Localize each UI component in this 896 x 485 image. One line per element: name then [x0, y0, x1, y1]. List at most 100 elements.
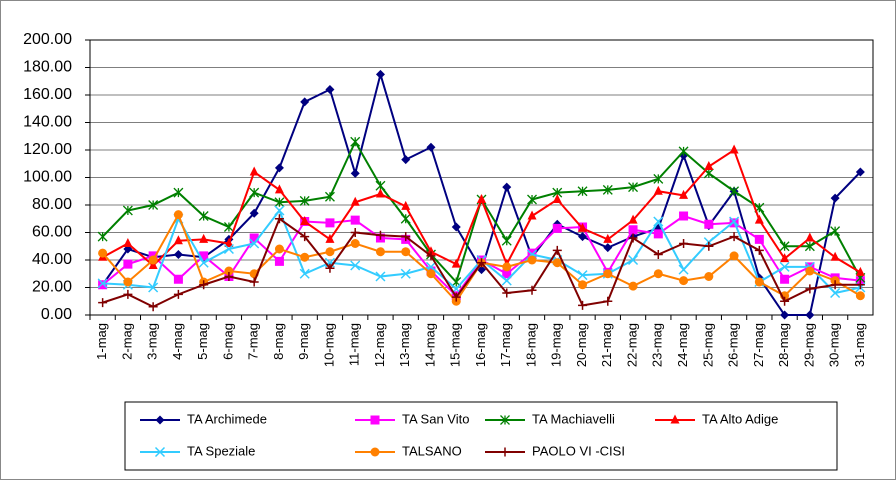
- marker: [198, 211, 209, 221]
- marker: [729, 186, 740, 197]
- x-tick-label: 29-mag: [801, 323, 816, 367]
- marker: [325, 247, 335, 257]
- marker: [780, 253, 790, 263]
- marker: [97, 231, 108, 242]
- marker: [628, 225, 638, 235]
- marker: [527, 210, 537, 220]
- marker: [299, 195, 310, 206]
- marker: [249, 166, 259, 176]
- marker: [502, 288, 512, 298]
- x-tick-label: 12-mag: [372, 323, 387, 367]
- marker: [603, 243, 613, 253]
- marker: [653, 216, 664, 227]
- marker: [173, 235, 183, 245]
- legend-label: TA Speziale: [187, 443, 255, 458]
- marker: [350, 260, 361, 271]
- x-tick-label: 10-mag: [321, 323, 336, 367]
- x-tick-label: 14-mag: [422, 323, 437, 367]
- x-tick-label: 30-mag: [827, 323, 842, 367]
- marker: [451, 222, 461, 232]
- marker: [502, 182, 512, 192]
- x-tick-label: 2-mag: [119, 323, 134, 360]
- y-tick-label: 0.00: [41, 306, 72, 323]
- marker: [375, 230, 385, 240]
- marker: [350, 215, 360, 225]
- x-tick-label: 13-mag: [397, 323, 412, 367]
- marker: [830, 226, 841, 237]
- x-tick-label: 9-mag: [296, 323, 311, 360]
- marker: [375, 247, 385, 257]
- marker: [249, 238, 260, 249]
- marker: [325, 233, 335, 243]
- legend-marker: [500, 447, 510, 457]
- x-tick-label: 21-mag: [599, 323, 614, 367]
- marker: [578, 232, 588, 242]
- x-tick-label: 31-mag: [852, 323, 867, 367]
- marker: [729, 144, 739, 154]
- marker: [451, 258, 461, 268]
- marker: [375, 271, 386, 282]
- y-tick-label: 60.00: [32, 224, 72, 241]
- marker: [704, 241, 714, 251]
- marker: [274, 256, 284, 266]
- marker: [123, 277, 133, 287]
- marker: [780, 296, 790, 306]
- legend-label: TA Machiavelli: [532, 411, 615, 426]
- marker: [527, 194, 537, 205]
- marker: [805, 284, 815, 294]
- marker: [830, 251, 840, 261]
- series: [98, 214, 865, 312]
- marker: [173, 187, 184, 198]
- marker: [855, 291, 865, 301]
- marker: [426, 269, 436, 279]
- x-tick-label: 5-mag: [195, 323, 210, 360]
- legend-label: TA Archimede: [187, 411, 267, 426]
- marker: [274, 205, 285, 216]
- legend-label: TALSANO: [402, 443, 462, 458]
- marker: [224, 266, 234, 276]
- marker: [653, 269, 663, 279]
- marker: [324, 191, 335, 202]
- marker: [299, 268, 310, 279]
- marker: [350, 239, 360, 248]
- marker: [780, 310, 790, 320]
- x-tick-label: 20-mag: [574, 323, 589, 367]
- marker: [123, 259, 133, 269]
- marker: [527, 248, 537, 258]
- marker: [375, 188, 385, 198]
- marker: [98, 280, 108, 290]
- x-tick-label: 19-mag: [549, 323, 564, 367]
- marker: [249, 187, 260, 198]
- legend-label: TA Alto Adige: [702, 411, 778, 426]
- marker: [804, 241, 815, 252]
- marker: [679, 189, 689, 199]
- y-tick-label: 160.00: [23, 86, 72, 103]
- marker: [628, 281, 638, 291]
- marker: [628, 254, 639, 266]
- marker: [855, 167, 865, 177]
- marker: [300, 97, 310, 107]
- marker: [199, 251, 209, 261]
- marker: [98, 248, 108, 258]
- marker: [274, 244, 284, 254]
- marker: [754, 214, 764, 224]
- marker: [779, 241, 790, 252]
- x-tick-label: 27-mag: [751, 323, 766, 367]
- marker: [805, 310, 815, 320]
- x-tick-label: 17-mag: [498, 323, 513, 367]
- marker: [805, 266, 815, 276]
- marker: [300, 216, 310, 225]
- x-tick-label: 24-mag: [675, 323, 690, 367]
- x-tick-label: 18-mag: [523, 323, 538, 367]
- legend: [124, 401, 838, 471]
- marker: [224, 272, 234, 281]
- legend-marker: [155, 415, 165, 425]
- legend-label: TA San Vito: [402, 411, 469, 426]
- marker: [578, 280, 588, 290]
- marker: [552, 223, 562, 233]
- y-tick-label: 180.00: [23, 59, 72, 76]
- marker: [199, 280, 209, 290]
- marker: [223, 222, 234, 232]
- marker: [173, 274, 183, 284]
- marker: [350, 168, 360, 178]
